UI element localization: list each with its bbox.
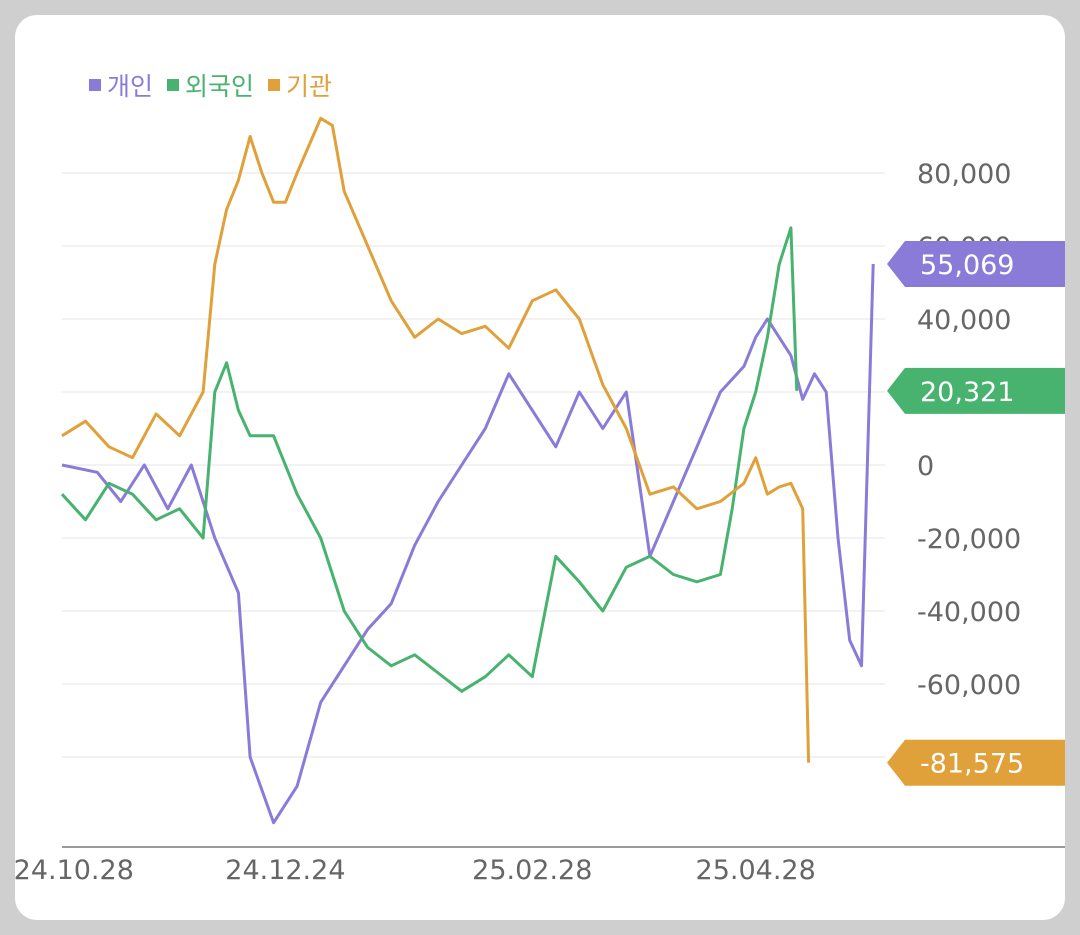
line-chart: -60,000-40,000-20,000040,00060,00080,000… bbox=[15, 116, 1065, 886]
value-flag-individual bbox=[887, 240, 1065, 287]
legend-item-foreign[interactable]: 외국인 bbox=[167, 67, 254, 103]
value-flag-label-foreign: 20,321 bbox=[920, 377, 1014, 408]
legend-item-institution[interactable]: 기관 bbox=[268, 67, 332, 103]
y-tick-label: -40,000 bbox=[917, 597, 1021, 628]
y-tick-label: -20,000 bbox=[917, 524, 1021, 555]
value-flag-institution bbox=[887, 739, 1065, 786]
x-tick-label: 24.10.28 bbox=[15, 855, 134, 886]
value-flag-label-institution: -81,575 bbox=[920, 749, 1024, 780]
series-line-institution bbox=[61, 116, 811, 763]
y-tick-label: 80,000 bbox=[917, 159, 1011, 190]
y-tick-label: 40,000 bbox=[917, 305, 1011, 336]
x-tick-label: 25.02.28 bbox=[472, 855, 592, 886]
legend-swatch-institution bbox=[268, 79, 281, 91]
legend-item-individual[interactable]: 개인 bbox=[89, 67, 153, 103]
x-tick-label: 24.12.24 bbox=[225, 855, 345, 886]
value-flag-label-individual: 55,069 bbox=[920, 250, 1014, 281]
legend-label-foreign: 외국인 bbox=[185, 72, 255, 101]
series-line-foreign bbox=[60, 226, 799, 693]
legend: 개인 외국인 기관 bbox=[89, 67, 332, 103]
y-tick-label: 0 bbox=[917, 451, 934, 482]
legend-label-institution: 기관 bbox=[286, 72, 333, 101]
legend-label-individual: 개인 bbox=[107, 72, 154, 101]
value-flag-foreign bbox=[887, 367, 1065, 414]
x-tick-label: 25.04.28 bbox=[696, 855, 816, 886]
legend-swatch-individual bbox=[89, 79, 101, 91]
series-line-individual bbox=[61, 263, 875, 825]
chart-card: 개인 외국인 기관 -60,000-40,000-20,000040,00060… bbox=[15, 15, 1065, 920]
y-tick-label: -60,000 bbox=[917, 670, 1021, 701]
legend-swatch-foreign bbox=[167, 79, 180, 91]
